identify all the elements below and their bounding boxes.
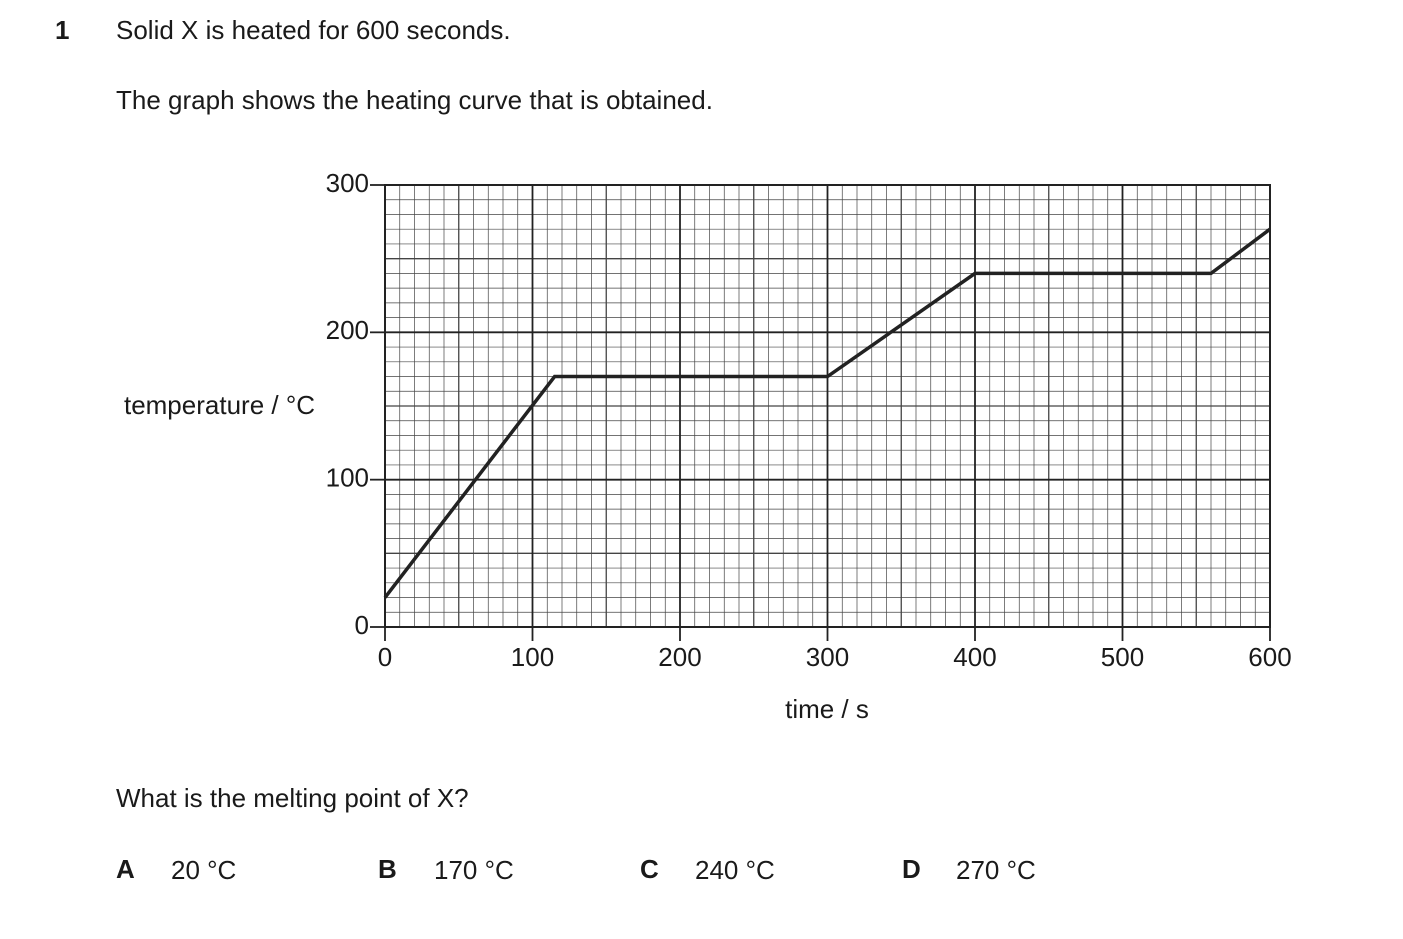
question-text: The graph shows the heating curve that i… [116, 85, 713, 115]
x-tick-label: 100 [511, 642, 554, 672]
question-number: 1 [55, 15, 69, 45]
option-letter[interactable]: A [116, 854, 135, 884]
y-tick-label: 300 [326, 168, 369, 198]
x-tick-label: 500 [1101, 642, 1144, 672]
data-line [383, 227, 1272, 599]
y-axis-label: temperature / °C [124, 390, 315, 420]
option-text[interactable]: 170 °C [434, 855, 514, 885]
x-tick-label: 200 [658, 642, 701, 672]
y-tick-label: 100 [326, 463, 369, 493]
question-prompt: What is the melting point of X? [116, 783, 469, 813]
option-letter[interactable]: D [902, 854, 921, 884]
option-letter[interactable]: C [640, 854, 659, 884]
y-tick-label: 0 [355, 610, 369, 640]
y-tick-label: 200 [326, 315, 369, 345]
option-letter[interactable]: B [378, 854, 397, 884]
x-tick-label: 400 [953, 642, 996, 672]
option-text[interactable]: 270 °C [956, 855, 1036, 885]
option-text[interactable]: 20 °C [171, 855, 236, 885]
x-axis-label: time / s [785, 694, 869, 724]
question-text: Solid X is heated for 600 seconds. [116, 15, 511, 45]
x-tick-label: 0 [378, 642, 392, 672]
x-tick-label: 600 [1248, 642, 1291, 672]
x-tick-label: 300 [806, 642, 849, 672]
plot-border [384, 184, 1271, 628]
option-text[interactable]: 240 °C [695, 855, 775, 885]
